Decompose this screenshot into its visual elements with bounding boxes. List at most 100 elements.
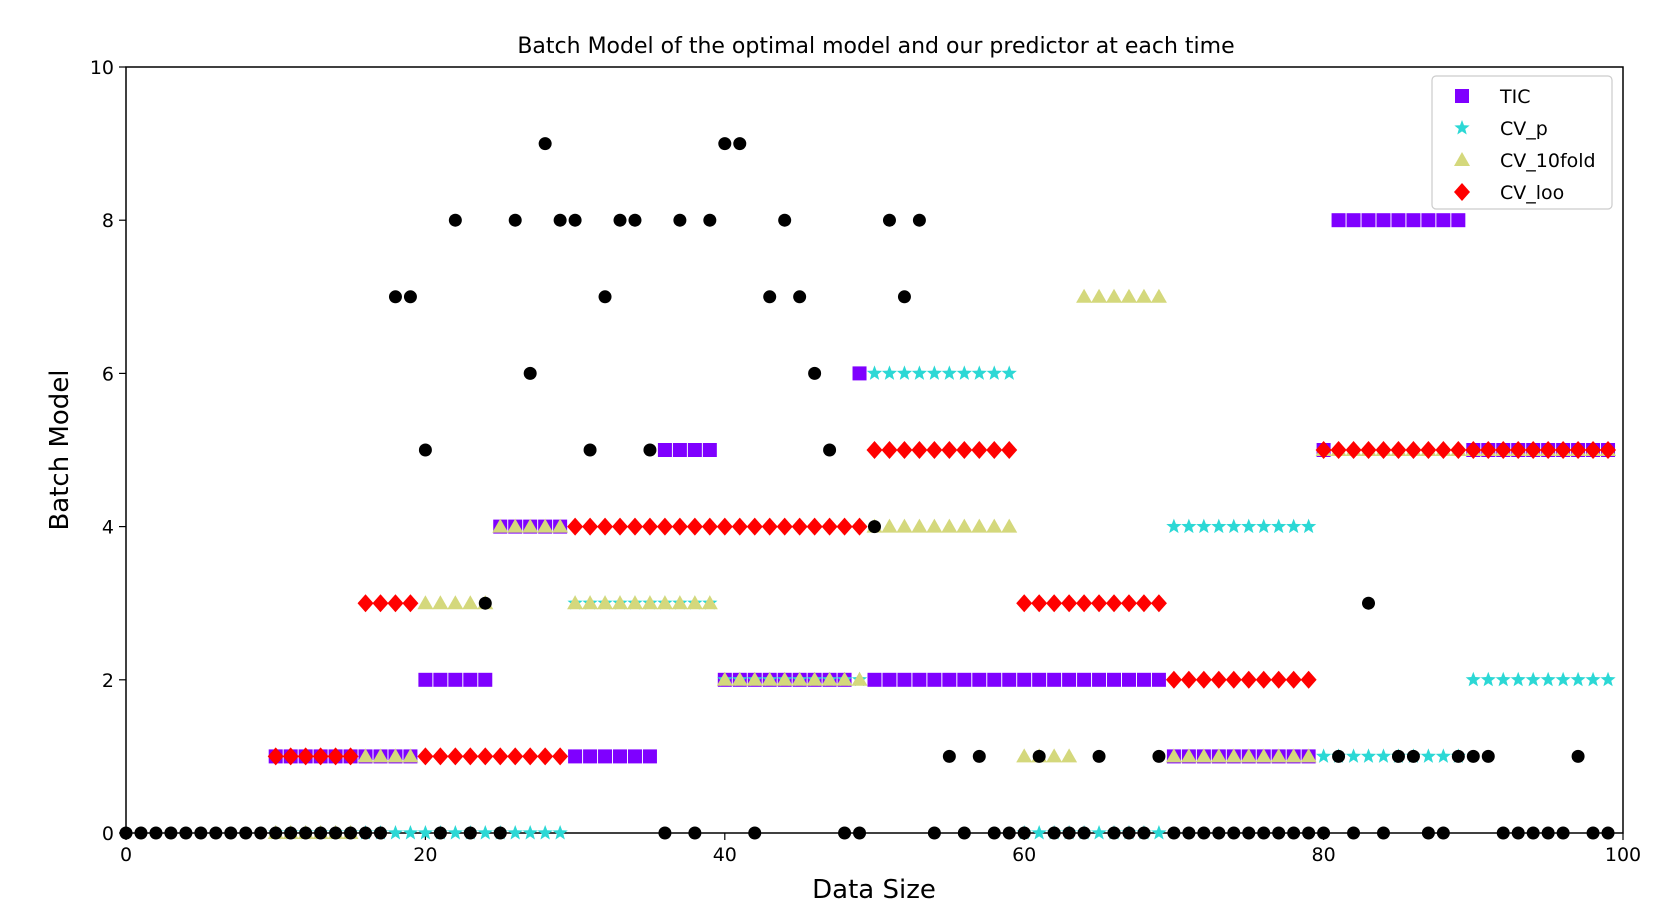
- cv-loo-point: [1001, 441, 1018, 459]
- cv-loo-point: [597, 517, 614, 536]
- optimal-model-point: [1391, 749, 1405, 763]
- cv-loo-point: [671, 517, 688, 536]
- cv-p-point: [911, 365, 928, 380]
- tic-point: [1346, 213, 1361, 228]
- cv-loo-point: [1555, 441, 1572, 459]
- cv-loo-point: [851, 517, 868, 536]
- optimal-model-point: [1451, 749, 1465, 763]
- cv-10fold-point: [656, 595, 673, 610]
- optimal-model-point: [583, 443, 597, 457]
- optimal-model-point: [793, 290, 807, 304]
- cv-loo-point: [462, 747, 479, 766]
- cv-p-point: [1525, 671, 1541, 687]
- legend-label-cv-p: CV_p: [1500, 118, 1548, 140]
- cv-loo-point: [342, 747, 359, 766]
- cv-10fold-point: [1061, 748, 1078, 763]
- tic-point: [1121, 672, 1136, 687]
- optimal-model-point: [134, 826, 148, 840]
- cv-p-point: [971, 365, 987, 380]
- tic-point: [702, 443, 717, 457]
- cv-loo-point: [297, 747, 314, 766]
- tic-point: [867, 672, 882, 687]
- cv-10fold-point: [1165, 748, 1182, 763]
- cv-loo-point: [1375, 441, 1392, 459]
- cv-10fold-point: [1270, 748, 1287, 763]
- optimal-model-point: [1332, 749, 1346, 763]
- cv-loo-point: [1495, 441, 1512, 459]
- optimal-model-point: [763, 290, 777, 304]
- cv-10fold-point: [626, 595, 643, 610]
- cv-10fold-point: [612, 595, 629, 610]
- cv-p-point: [1196, 518, 1212, 534]
- tic-point: [613, 749, 628, 764]
- cv-p-point: [1091, 825, 1107, 840]
- cv-10fold-point: [1091, 288, 1108, 303]
- plot-area: [125, 66, 1624, 834]
- optimal-model-point: [1406, 749, 1420, 763]
- optimal-model-point: [987, 826, 1001, 840]
- tic-point: [927, 672, 942, 687]
- cv-loo-point: [477, 747, 494, 766]
- tic-point: [1451, 213, 1466, 228]
- optimal-model-point: [1272, 826, 1286, 840]
- cv-loo-point: [1570, 441, 1587, 459]
- cv-p-point: [941, 365, 957, 380]
- cv-p-point: [477, 825, 493, 840]
- cv-10fold-point: [1285, 748, 1302, 763]
- optimal-model-point: [179, 826, 193, 840]
- optimal-model-point: [1481, 749, 1495, 763]
- cv-10fold-point: [806, 671, 823, 686]
- cv-p-point: [552, 825, 568, 840]
- cv-loo-point: [357, 594, 374, 613]
- cv-loo-point: [372, 594, 389, 613]
- optimal-model-point: [1601, 826, 1615, 840]
- cv-loo-point: [312, 747, 329, 766]
- y-axis-label: Batch Model: [45, 369, 75, 530]
- cv-loo-point: [776, 517, 793, 536]
- optimal-model-point: [433, 826, 447, 840]
- cv-10fold-point: [671, 595, 688, 610]
- cv-10fold-point: [492, 518, 509, 533]
- tic-point: [1331, 213, 1346, 228]
- cv-loo-point: [761, 517, 778, 536]
- cv-loo-point: [1061, 594, 1078, 613]
- tic-point: [478, 672, 493, 687]
- optimal-model-point: [673, 213, 687, 227]
- optimal-model-point: [1257, 826, 1271, 840]
- cv-loo-point: [1510, 441, 1527, 459]
- cv-10fold-point: [357, 748, 374, 763]
- optimal-model-point: [388, 290, 402, 304]
- optimal-model-point: [598, 290, 612, 304]
- optimal-model-point: [972, 749, 986, 763]
- cv-loo-point: [1285, 670, 1302, 689]
- cv-10fold-point: [836, 671, 853, 686]
- optimal-model-point: [1017, 826, 1031, 840]
- cv-10fold-point: [881, 518, 898, 533]
- optimal-model-point: [239, 826, 253, 840]
- optimal-model-point: [1182, 826, 1196, 840]
- optimal-model-point: [523, 366, 537, 380]
- optimal-model-point: [1167, 826, 1181, 840]
- optimal-model-point: [1002, 826, 1016, 840]
- cv-loo-point: [1405, 441, 1422, 459]
- optimal-model-point: [808, 366, 822, 380]
- tic-point: [852, 366, 867, 381]
- cv-p-point: [1226, 518, 1242, 534]
- optimal-model-point: [194, 826, 208, 840]
- optimal-model-point: [823, 443, 837, 457]
- tic-point: [1047, 672, 1062, 687]
- cv-loo-point: [641, 517, 658, 536]
- cv-p-point: [1570, 671, 1586, 687]
- cv-loo-point: [971, 441, 988, 459]
- tic-point: [1361, 213, 1376, 228]
- cv-10fold-point: [402, 748, 419, 763]
- cv-loo-point: [1585, 441, 1602, 459]
- cv-10fold-point: [537, 518, 554, 533]
- optimal-model-point: [1376, 826, 1390, 840]
- optimal-model-point: [1227, 826, 1241, 840]
- optimal-model-point: [403, 290, 417, 304]
- legend-frame: [1431, 75, 1613, 210]
- optimal-model-point: [643, 443, 657, 457]
- cv-10fold-point: [1046, 748, 1063, 763]
- tic-point: [957, 672, 972, 687]
